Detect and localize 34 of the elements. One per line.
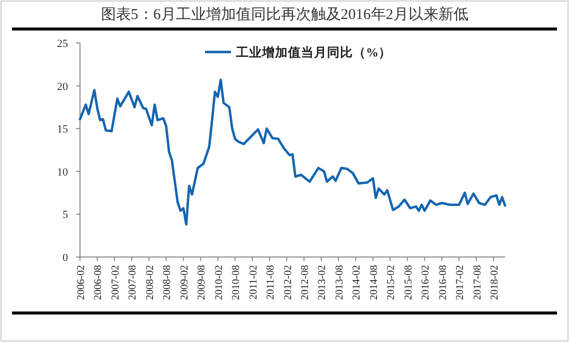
x-tick-label: 2014-02	[352, 265, 363, 300]
x-tick-label: 2012-08	[300, 265, 311, 300]
x-tick-label: 2013-08	[334, 265, 346, 300]
x-tick-label: 2017-02	[455, 265, 466, 300]
x-tick-label: 2010-02	[214, 265, 225, 300]
x-tick-label: 2016-02	[420, 265, 432, 300]
y-tick-label: 5	[62, 209, 68, 222]
x-tick-label: 2008-02	[144, 265, 156, 300]
y-tick-label: 0	[62, 252, 68, 264]
y-tick-label: 20	[57, 80, 68, 93]
x-tick-label: 2013-02	[317, 265, 328, 300]
x-tick-label: 2015-02	[386, 265, 398, 300]
x-tick-label: 2012-02	[282, 265, 294, 300]
x-tick-label: 2011-02	[248, 265, 260, 300]
x-tick-label: 2006-08	[93, 265, 104, 300]
x-tick-label: 2018-02	[490, 265, 501, 300]
x-tick-label: 2011-08	[266, 265, 277, 300]
x-tick-label: 2007-08	[128, 265, 139, 300]
x-tick-label: 2007-02	[110, 265, 122, 300]
y-tick-label: 25	[57, 38, 68, 50]
x-tick-label: 2017-08	[472, 265, 484, 300]
legend-label: 工业增加值当月同比（%）	[235, 46, 392, 60]
x-tick-label: 2010-08	[231, 265, 242, 300]
y-tick-label: 10	[57, 166, 68, 178]
x-tick-label: 2016-08	[438, 265, 449, 300]
x-tick-label: 2014-08	[368, 265, 380, 300]
x-tick-label: 2006-02	[76, 265, 87, 300]
x-tick-label: 2009-08	[196, 265, 208, 300]
x-tick-label: 2015-08	[403, 265, 414, 300]
chart-title: 图表5：6月工业增加值同比再次触及2016年2月以来新低	[100, 6, 468, 23]
legend: 工业增加值当月同比（%）	[205, 46, 392, 60]
x-tick-label: 2008-08	[162, 265, 174, 300]
x-tick-label: 2009-02	[179, 265, 190, 300]
y-tick-label: 15	[57, 124, 68, 136]
